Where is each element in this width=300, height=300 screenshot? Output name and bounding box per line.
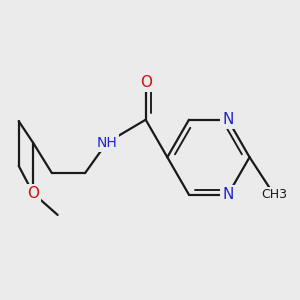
Text: N: N — [222, 187, 234, 202]
Text: O: O — [27, 186, 39, 201]
Text: CH3: CH3 — [261, 188, 287, 201]
Text: O: O — [140, 75, 152, 90]
Text: N: N — [222, 112, 234, 127]
Text: NH: NH — [96, 136, 117, 150]
